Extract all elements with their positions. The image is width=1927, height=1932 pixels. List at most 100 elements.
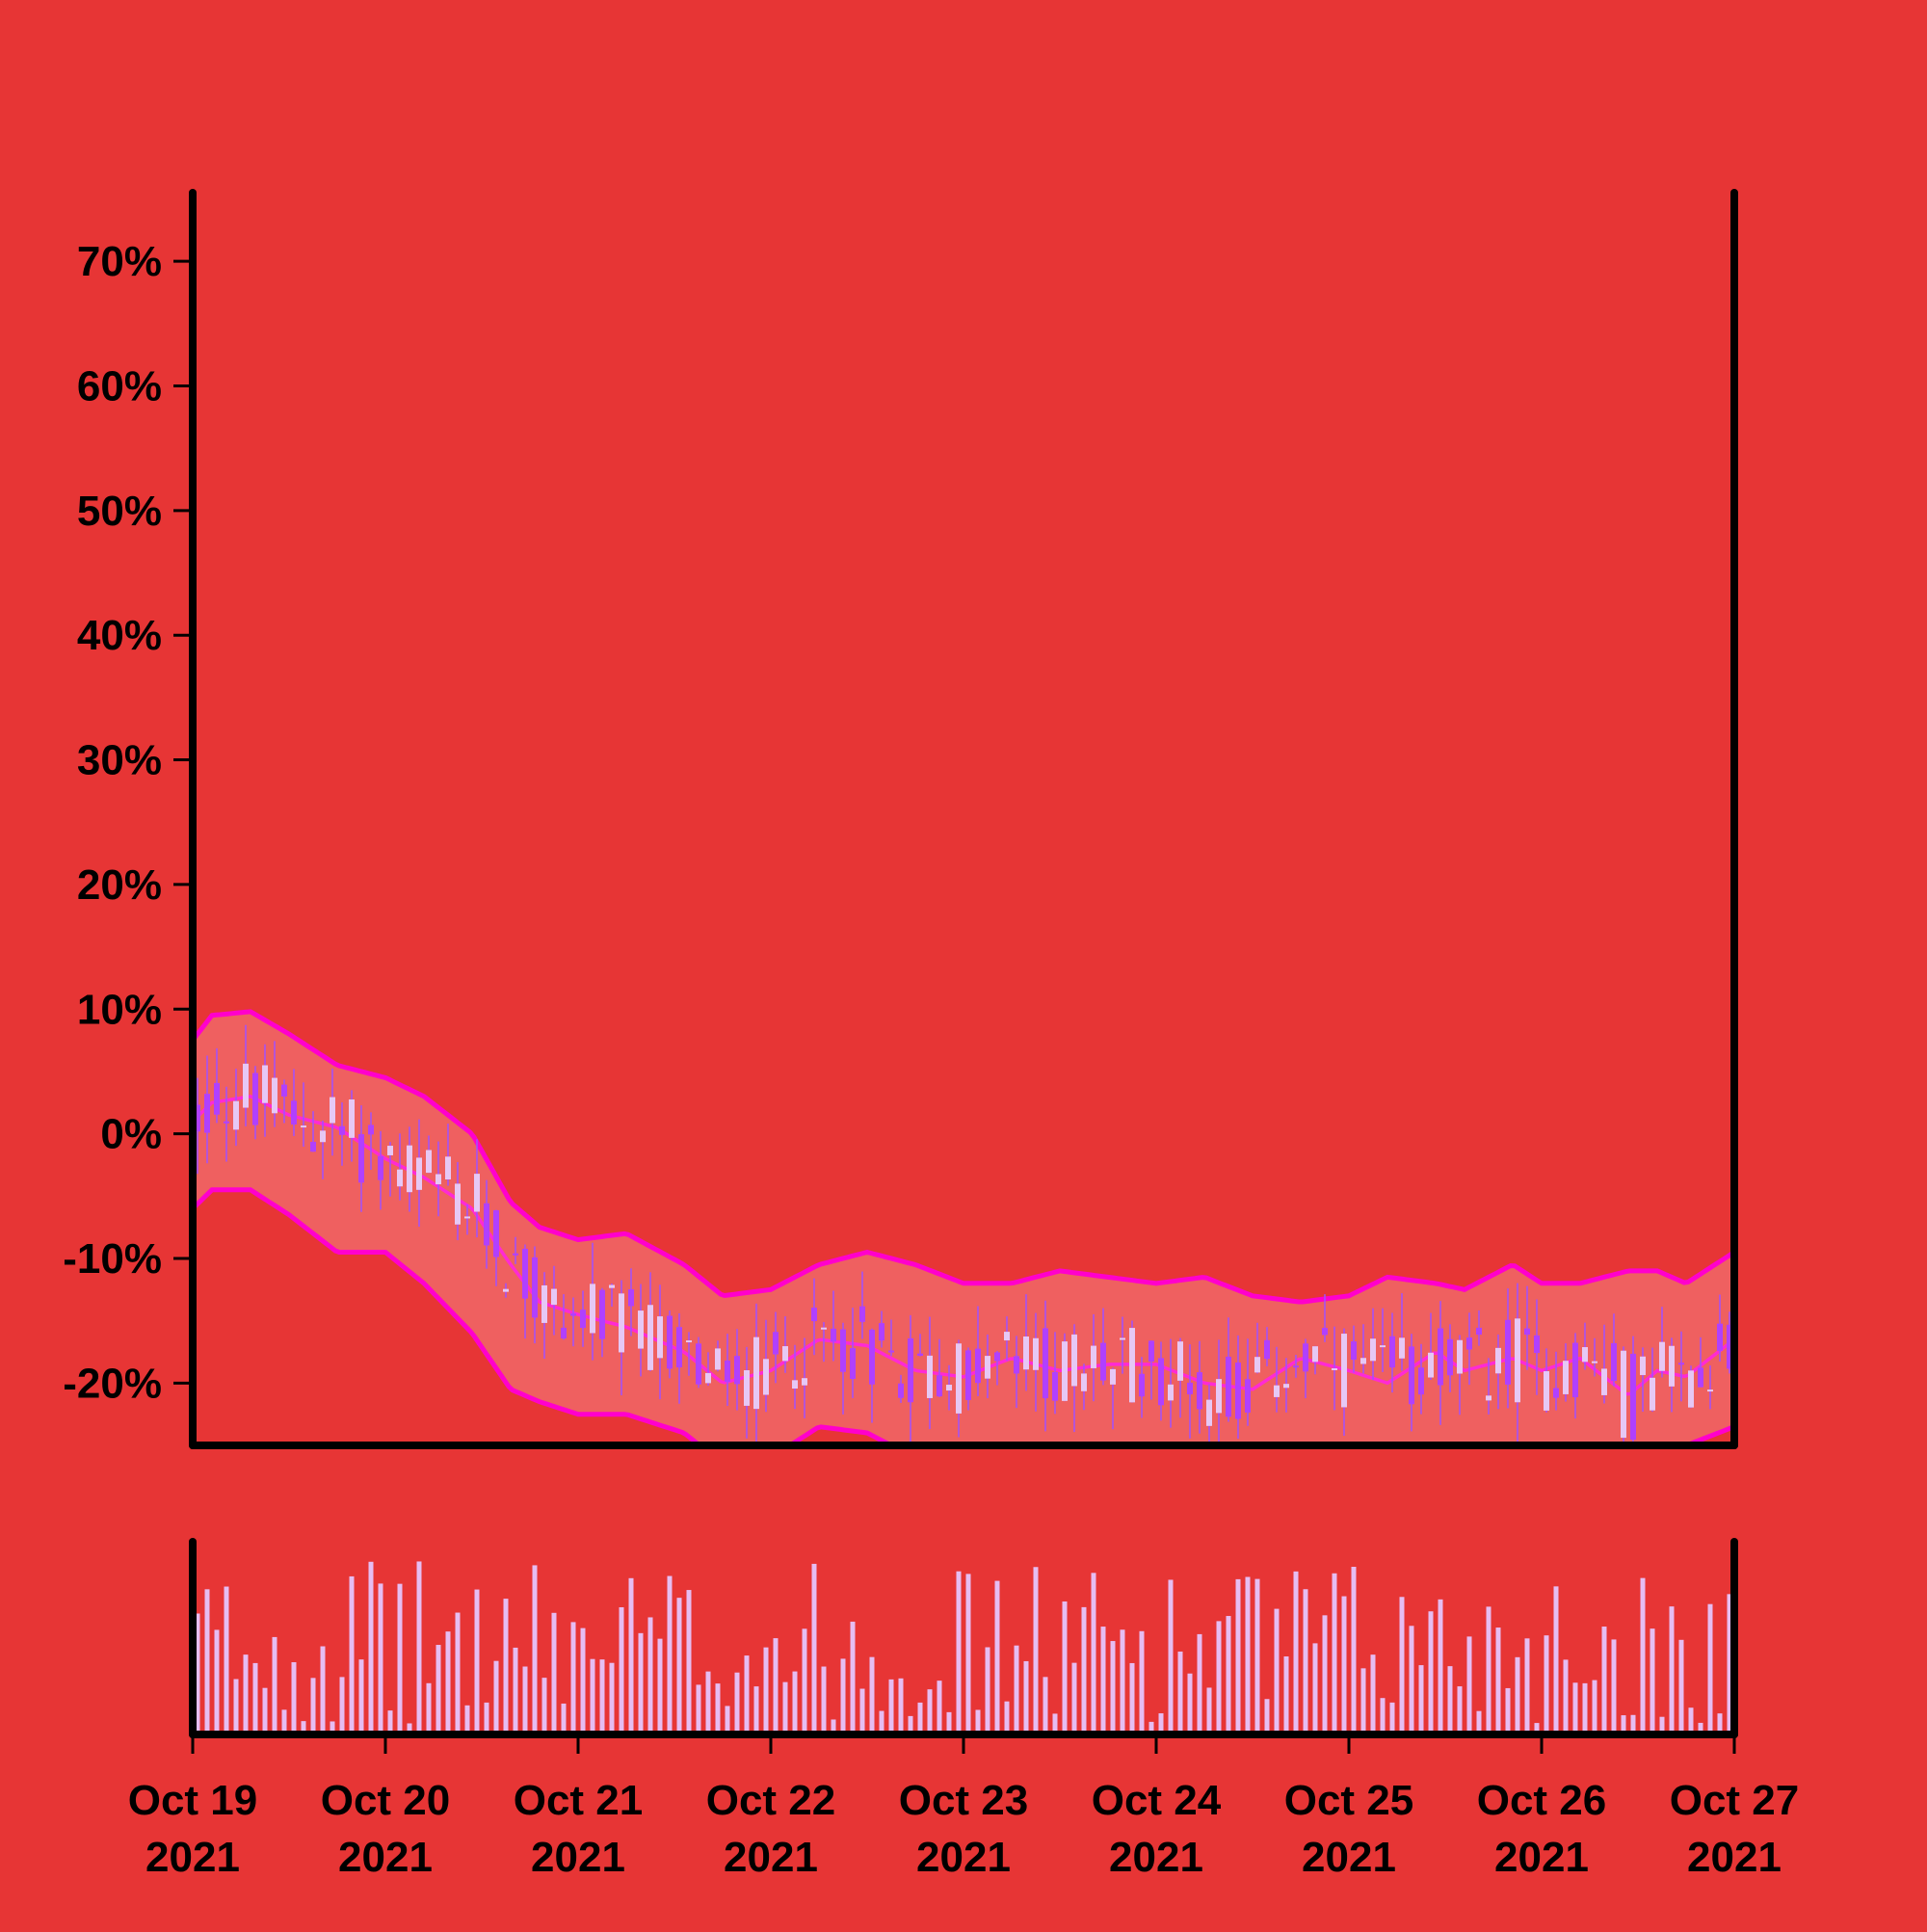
volume-bar [1447,1666,1453,1734]
x-tick-label-date: Oct 27 [1670,1777,1800,1824]
candle-body [753,1337,759,1410]
candle-body [195,1104,200,1132]
volume-bar [1380,1698,1386,1734]
candle-body [1110,1368,1116,1385]
candle-body [1630,1353,1636,1441]
volume-bar [715,1683,721,1734]
volume-bar [1534,1723,1540,1734]
candle-body [1486,1395,1491,1401]
candle-body [1303,1343,1308,1372]
candle-body [301,1125,306,1128]
candle-body [570,1313,576,1316]
candle-body [821,1327,827,1330]
volume-bar [686,1590,692,1734]
candle-body [1062,1341,1068,1401]
volume-bar [628,1577,634,1734]
volume-bar [1727,1594,1732,1734]
candle-body [1322,1328,1328,1336]
x-tick-label-date: Oct 19 [128,1777,258,1824]
volume-bar [1572,1682,1578,1734]
volume-bar [1370,1654,1376,1734]
candle-body [1052,1371,1058,1401]
volume-bar [1052,1713,1058,1734]
candle-body [224,1121,229,1124]
candle-body [686,1340,692,1343]
y-tick-label: 10% [77,986,162,1033]
volume-bar [1206,1687,1212,1734]
volume-bar [522,1666,528,1734]
candle-body [1197,1372,1202,1410]
candle-body [1582,1347,1588,1363]
volume-bar [917,1702,923,1734]
candle-body [1707,1389,1713,1392]
candle-body [522,1248,528,1299]
volume-bar [1023,1660,1029,1734]
x-tick-label-year: 2021 [1494,1834,1589,1881]
bollinger-upper-line [193,1009,1734,1305]
candle-body [1601,1368,1607,1395]
candle-body [1351,1341,1357,1361]
volume-panel [195,1561,1732,1734]
candle-body [1389,1336,1395,1368]
candle-body [1081,1373,1087,1391]
candle-body [416,1157,422,1190]
volume-bar [204,1589,210,1734]
volume-bar [243,1654,249,1734]
candle-body [927,1355,933,1398]
volume-bar [744,1655,750,1734]
volume-bar [397,1583,403,1734]
volume-bar [272,1636,277,1734]
candle-body [493,1209,499,1257]
y-tick-label: 60% [77,362,162,410]
volume-bar [301,1721,306,1734]
candle-body [1669,1345,1675,1387]
volume-bar [1621,1715,1626,1734]
volume-bar [195,1613,200,1734]
volume-bar [869,1656,875,1734]
candle-body [1428,1352,1434,1378]
candle-body [1466,1337,1472,1350]
candle-body [869,1330,875,1385]
candle-body [898,1383,904,1398]
volume-bar [214,1629,220,1734]
candle-body [503,1288,509,1292]
candle-body [647,1305,653,1370]
x-tick-label-date: Oct 22 [706,1777,836,1824]
volume-bar [493,1660,499,1734]
x-tick-label-year: 2021 [1302,1834,1396,1881]
candle-body [590,1284,595,1334]
candle-body [580,1310,586,1329]
volume-bar [1091,1573,1096,1734]
candle-body [281,1084,287,1097]
candle-body [349,1098,355,1138]
candle-body [792,1380,798,1389]
candle-body [1544,1371,1549,1411]
volume-bar [927,1689,933,1734]
x-tick-label-date: Oct 20 [321,1777,451,1824]
volume-bar [676,1598,682,1734]
volume-bar [946,1711,952,1734]
volume-bar [224,1586,229,1734]
candle-body [744,1370,750,1406]
volume-bar [1235,1578,1241,1734]
candle-body [956,1343,962,1414]
candle-body [1650,1377,1655,1411]
candle-body [262,1065,268,1103]
candle-body [310,1141,316,1152]
volume-bar [898,1678,904,1734]
candle-body [1254,1357,1260,1373]
volume-bar [551,1612,557,1734]
candle-body [1495,1347,1501,1374]
candle-body [1235,1363,1241,1419]
candle-body [378,1155,383,1180]
candle-body [965,1350,971,1400]
volume-bar [1409,1626,1414,1734]
x-tick-label-year: 2021 [1687,1834,1782,1881]
candle-body [1033,1337,1039,1370]
candle-body [532,1257,538,1318]
x-tick-label-year: 2021 [1109,1834,1203,1881]
x-tick-label-year: 2021 [724,1834,818,1881]
candle-body [1264,1339,1270,1360]
candle-body [455,1183,461,1225]
